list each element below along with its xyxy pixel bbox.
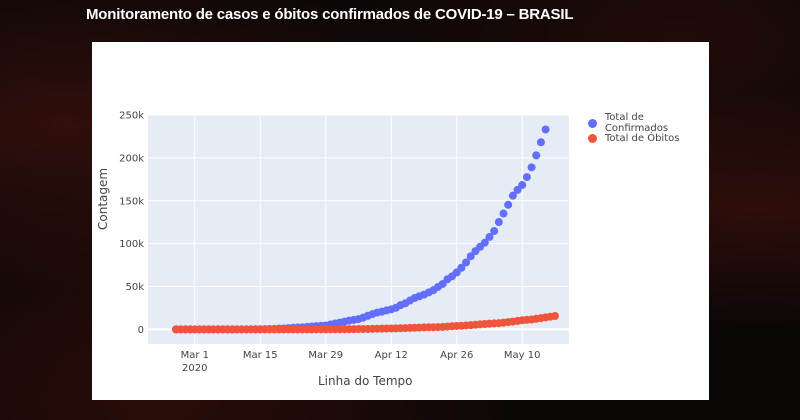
- data-point[interactable]: [480, 238, 489, 247]
- legend-dot-deaths: [588, 133, 597, 143]
- legend[interactable]: Total de Confirmados Total de Óbitos: [588, 112, 709, 146]
- data-point[interactable]: [532, 151, 541, 160]
- legend-dot-confirmed: [588, 118, 597, 128]
- y-tick-label: 200k: [119, 153, 144, 164]
- x-tick-label: Apr 26: [440, 350, 473, 361]
- legend-label-deaths: Total de Óbitos: [605, 132, 680, 144]
- legend-label-confirmed: Total de Confirmados: [604, 112, 669, 134]
- y-tick-label: 50k: [125, 282, 144, 293]
- x-tick-label: Mar 15: [243, 350, 278, 361]
- data-point[interactable]: [485, 232, 494, 241]
- x-tick-label: Apr 12: [375, 350, 408, 361]
- data-point[interactable]: [550, 312, 559, 321]
- data-point[interactable]: [508, 191, 517, 200]
- legend-item-deaths[interactable]: Total de Óbitos: [588, 131, 709, 145]
- page-title: Monitoramento de casos e óbitos confirma…: [86, 6, 574, 23]
- data-point[interactable]: [466, 252, 475, 261]
- y-tick-label: 150k: [119, 196, 144, 207]
- legend-item-confirmed[interactable]: Total de Confirmados: [588, 112, 709, 134]
- data-point[interactable]: [522, 173, 531, 182]
- x-axis-label: Linha do Tempo: [318, 374, 413, 388]
- data-point[interactable]: [518, 181, 527, 190]
- x-tick-label: Mar 1: [181, 350, 209, 361]
- data-point[interactable]: [490, 227, 499, 236]
- x-tick-label: May 10: [504, 350, 541, 361]
- data-point[interactable]: [457, 263, 466, 272]
- data-point[interactable]: [541, 125, 550, 134]
- data-point[interactable]: [499, 209, 508, 218]
- plot-background: [148, 115, 569, 344]
- data-point[interactable]: [536, 138, 545, 147]
- series-deaths: [172, 312, 559, 334]
- data-point[interactable]: [527, 163, 536, 172]
- data-point[interactable]: [462, 258, 471, 267]
- data-point[interactable]: [494, 218, 503, 227]
- x-tick-sublabel: 2020: [182, 363, 207, 374]
- x-tick-label: Mar 29: [308, 350, 343, 361]
- y-tick-label: 0: [138, 325, 144, 336]
- y-tick-label: 250k: [119, 111, 144, 122]
- y-tick-label: 100k: [119, 239, 144, 250]
- y-axis-label: Contagem: [96, 167, 110, 230]
- data-point[interactable]: [504, 200, 513, 209]
- chart-card: 0 50k 100k 150k 200k 250k Mar 1 2020 Mar 15 Mar 2…: [92, 42, 709, 400]
- scatter-chart[interactable]: 0 50k 100k 150k 200k 250k Mar 1 2020 Mar 15 Mar 2…: [92, 42, 709, 400]
